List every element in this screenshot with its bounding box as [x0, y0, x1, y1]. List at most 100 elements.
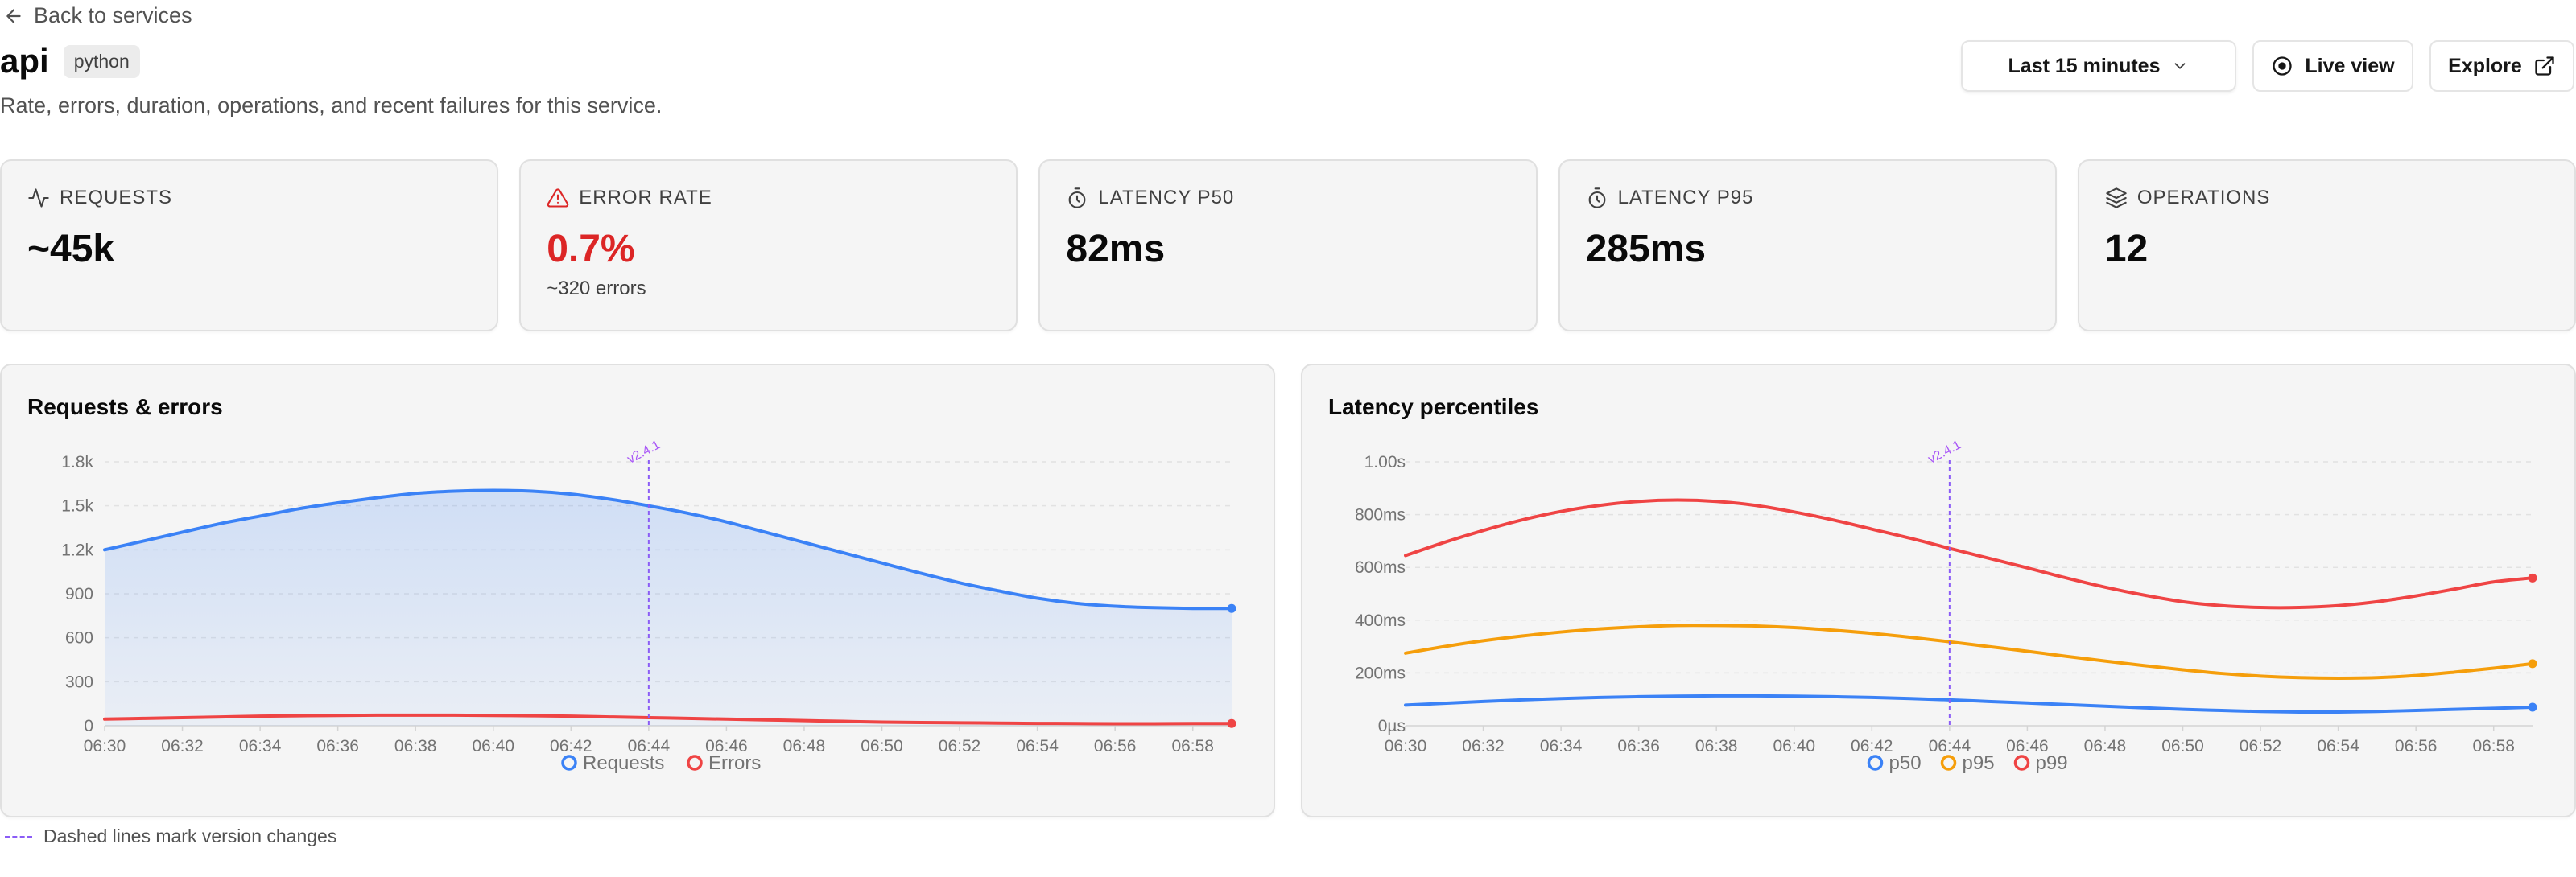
stat-card-operations: OPERATIONS 12	[2077, 159, 2576, 331]
stat-subtext: ~320 errors	[547, 278, 646, 299]
x-tick-label: 06:46	[705, 737, 748, 756]
time-range-select[interactable]: Last 15 minutes	[1961, 40, 2236, 92]
series-line-p50	[1404, 694, 2534, 714]
back-link-label: Back to services	[34, 3, 192, 27]
series-line-errors	[103, 713, 1233, 726]
chart-title: Requests & errors	[27, 394, 223, 419]
stat-value: 0.7%	[547, 228, 635, 270]
y-tick-label: 1.8k	[61, 453, 93, 471]
x-tick-label: 06:48	[2084, 737, 2127, 756]
legend-marker-p99	[2013, 755, 2030, 771]
series-endpoint-p95[interactable]	[2528, 659, 2537, 669]
y-tick-label: 0	[84, 717, 93, 735]
requests-errors-panel: Requests & errors 0 300 600 900 1.2k 1.5k 1.8k…	[0, 364, 1275, 817]
x-tick-label: 06:40	[472, 737, 514, 756]
series-line-requests	[103, 488, 1233, 611]
x-tick-label: 06:52	[939, 737, 981, 756]
series-area-requests	[105, 490, 1232, 726]
timer-icon	[1588, 187, 1605, 208]
x-tick-label: 06:48	[783, 737, 826, 756]
x-tick-label: 06:38	[394, 737, 437, 756]
x-tick-label: 06:40	[1773, 737, 1815, 756]
service-title-row: api python	[0, 42, 140, 80]
latency-percentiles-chart: 0µs 200ms 400ms 600ms 800ms 1.00s 06:30 06:32 06…	[1355, 438, 2537, 774]
x-tick-label: 06:44	[628, 737, 671, 756]
time-range-label: Last 15 minutes	[2008, 54, 2161, 77]
chevron-down-icon	[2175, 63, 2186, 69]
x-tick-label: 06:52	[2240, 737, 2282, 756]
x-tick-label: 06:50	[2161, 737, 2204, 756]
explore-label: Explore	[2448, 54, 2522, 77]
requests-errors-chart: 0 300 600 900 1.2k 1.5k 1.8k 06:30 06:32 06:34 06:…	[61, 438, 1236, 774]
series-line-p95	[1404, 624, 2534, 680]
x-tick-label: 06:36	[1617, 737, 1660, 756]
footnote-text: Dashed lines mark version changes	[43, 826, 337, 846]
series-line-p99	[1404, 498, 2534, 610]
legend-label-p50[interactable]: p50	[1889, 752, 1922, 774]
x-tick-label: 06:56	[1094, 737, 1137, 756]
legend-marker-requests	[561, 755, 577, 771]
x-tick-label: 06:58	[2472, 737, 2515, 756]
y-tick-label: 200ms	[1355, 664, 1406, 682]
stat-label: ERROR RATE	[579, 187, 712, 208]
x-tick-label: 06:54	[1016, 737, 1059, 756]
stat-label-row: ERROR RATE	[547, 187, 990, 209]
stat-card-latency-p50: LATENCY P50 82ms	[1038, 159, 1538, 331]
footnote: Dashed lines mark version changes	[5, 826, 336, 847]
stat-label: OPERATIONS	[2136, 187, 2271, 208]
stat-label: REQUESTS	[60, 187, 173, 208]
y-tick-label: 600	[65, 629, 93, 648]
legend-marker-errors	[687, 755, 703, 771]
x-tick-label: 06:46	[2006, 737, 2049, 756]
y-tick-label: 300	[65, 673, 93, 691]
legend-marker-p50	[1867, 755, 1884, 771]
stat-label-row: LATENCY P50	[1066, 187, 1509, 209]
y-tick-label: 900	[65, 585, 93, 603]
stat-value: 12	[2104, 228, 2149, 270]
stat-card-latency-p95: LATENCY P95 285ms	[1558, 159, 2057, 331]
x-tick-label: 06:42	[550, 737, 592, 756]
y-tick-label: 600ms	[1355, 558, 1406, 577]
stat-value: 82ms	[1066, 228, 1166, 270]
series-endpoint-errors[interactable]	[1227, 718, 1236, 728]
series-endpoint-p50[interactable]	[2528, 702, 2537, 712]
page-subtitle: Rate, errors, duration, operations, and …	[0, 93, 663, 117]
record-circle-icon	[2273, 56, 2293, 76]
arrow-left-icon	[6, 8, 21, 23]
back-to-services-link[interactable]: Back to services	[3, 3, 192, 28]
x-tick-label: 06:38	[1695, 737, 1738, 756]
header-actions: Last 15 minutes Live view Explore	[1961, 40, 2574, 92]
x-tick-label: 06:36	[316, 737, 359, 756]
x-tick-label: 06:30	[1385, 737, 1427, 756]
series-endpoint-p99[interactable]	[2528, 573, 2537, 583]
chart-title: Latency percentiles	[1328, 394, 1539, 419]
layers-icon	[2106, 187, 2127, 208]
x-tick-label: 06:58	[1171, 737, 1214, 756]
y-tick-label: 1.2k	[61, 541, 93, 559]
x-tick-label: 06:56	[2395, 737, 2438, 756]
live-view-label: Live view	[2305, 54, 2395, 77]
legend-label-requests[interactable]: Requests	[583, 752, 664, 774]
y-tick-label: 1.00s	[1364, 453, 1406, 471]
timer-icon	[1069, 187, 1086, 208]
legend-label-errors[interactable]: Errors	[708, 752, 761, 774]
x-tick-label: 06:32	[161, 737, 204, 756]
stat-label: LATENCY P50	[1098, 187, 1235, 208]
stat-label-row: REQUESTS	[27, 187, 471, 209]
x-tick-label: 06:30	[84, 737, 126, 756]
live-view-button[interactable]: Live view	[2252, 40, 2413, 92]
stat-card-requests: REQUESTS ~45k	[0, 159, 499, 331]
x-tick-label: 06:44	[1929, 737, 1971, 756]
x-tick-label: 06:32	[1462, 737, 1505, 756]
stat-card-error-rate: ERROR RATE 0.7% ~320 errors	[519, 159, 1018, 331]
stat-label-row: OPERATIONS	[2105, 187, 2549, 209]
x-tick-label: 06:42	[1851, 737, 1893, 756]
stat-value: 285ms	[1585, 228, 1707, 270]
external-link-icon	[2535, 56, 2554, 76]
series-endpoint-requests[interactable]	[1227, 603, 1236, 613]
explore-button[interactable]: Explore	[2429, 40, 2574, 92]
x-tick-label: 06:54	[2317, 737, 2359, 756]
legend-label-p99[interactable]: p99	[2036, 752, 2068, 774]
legend-label-p95[interactable]: p95	[1963, 752, 1995, 774]
dashed-line-legend-icon	[5, 835, 32, 838]
